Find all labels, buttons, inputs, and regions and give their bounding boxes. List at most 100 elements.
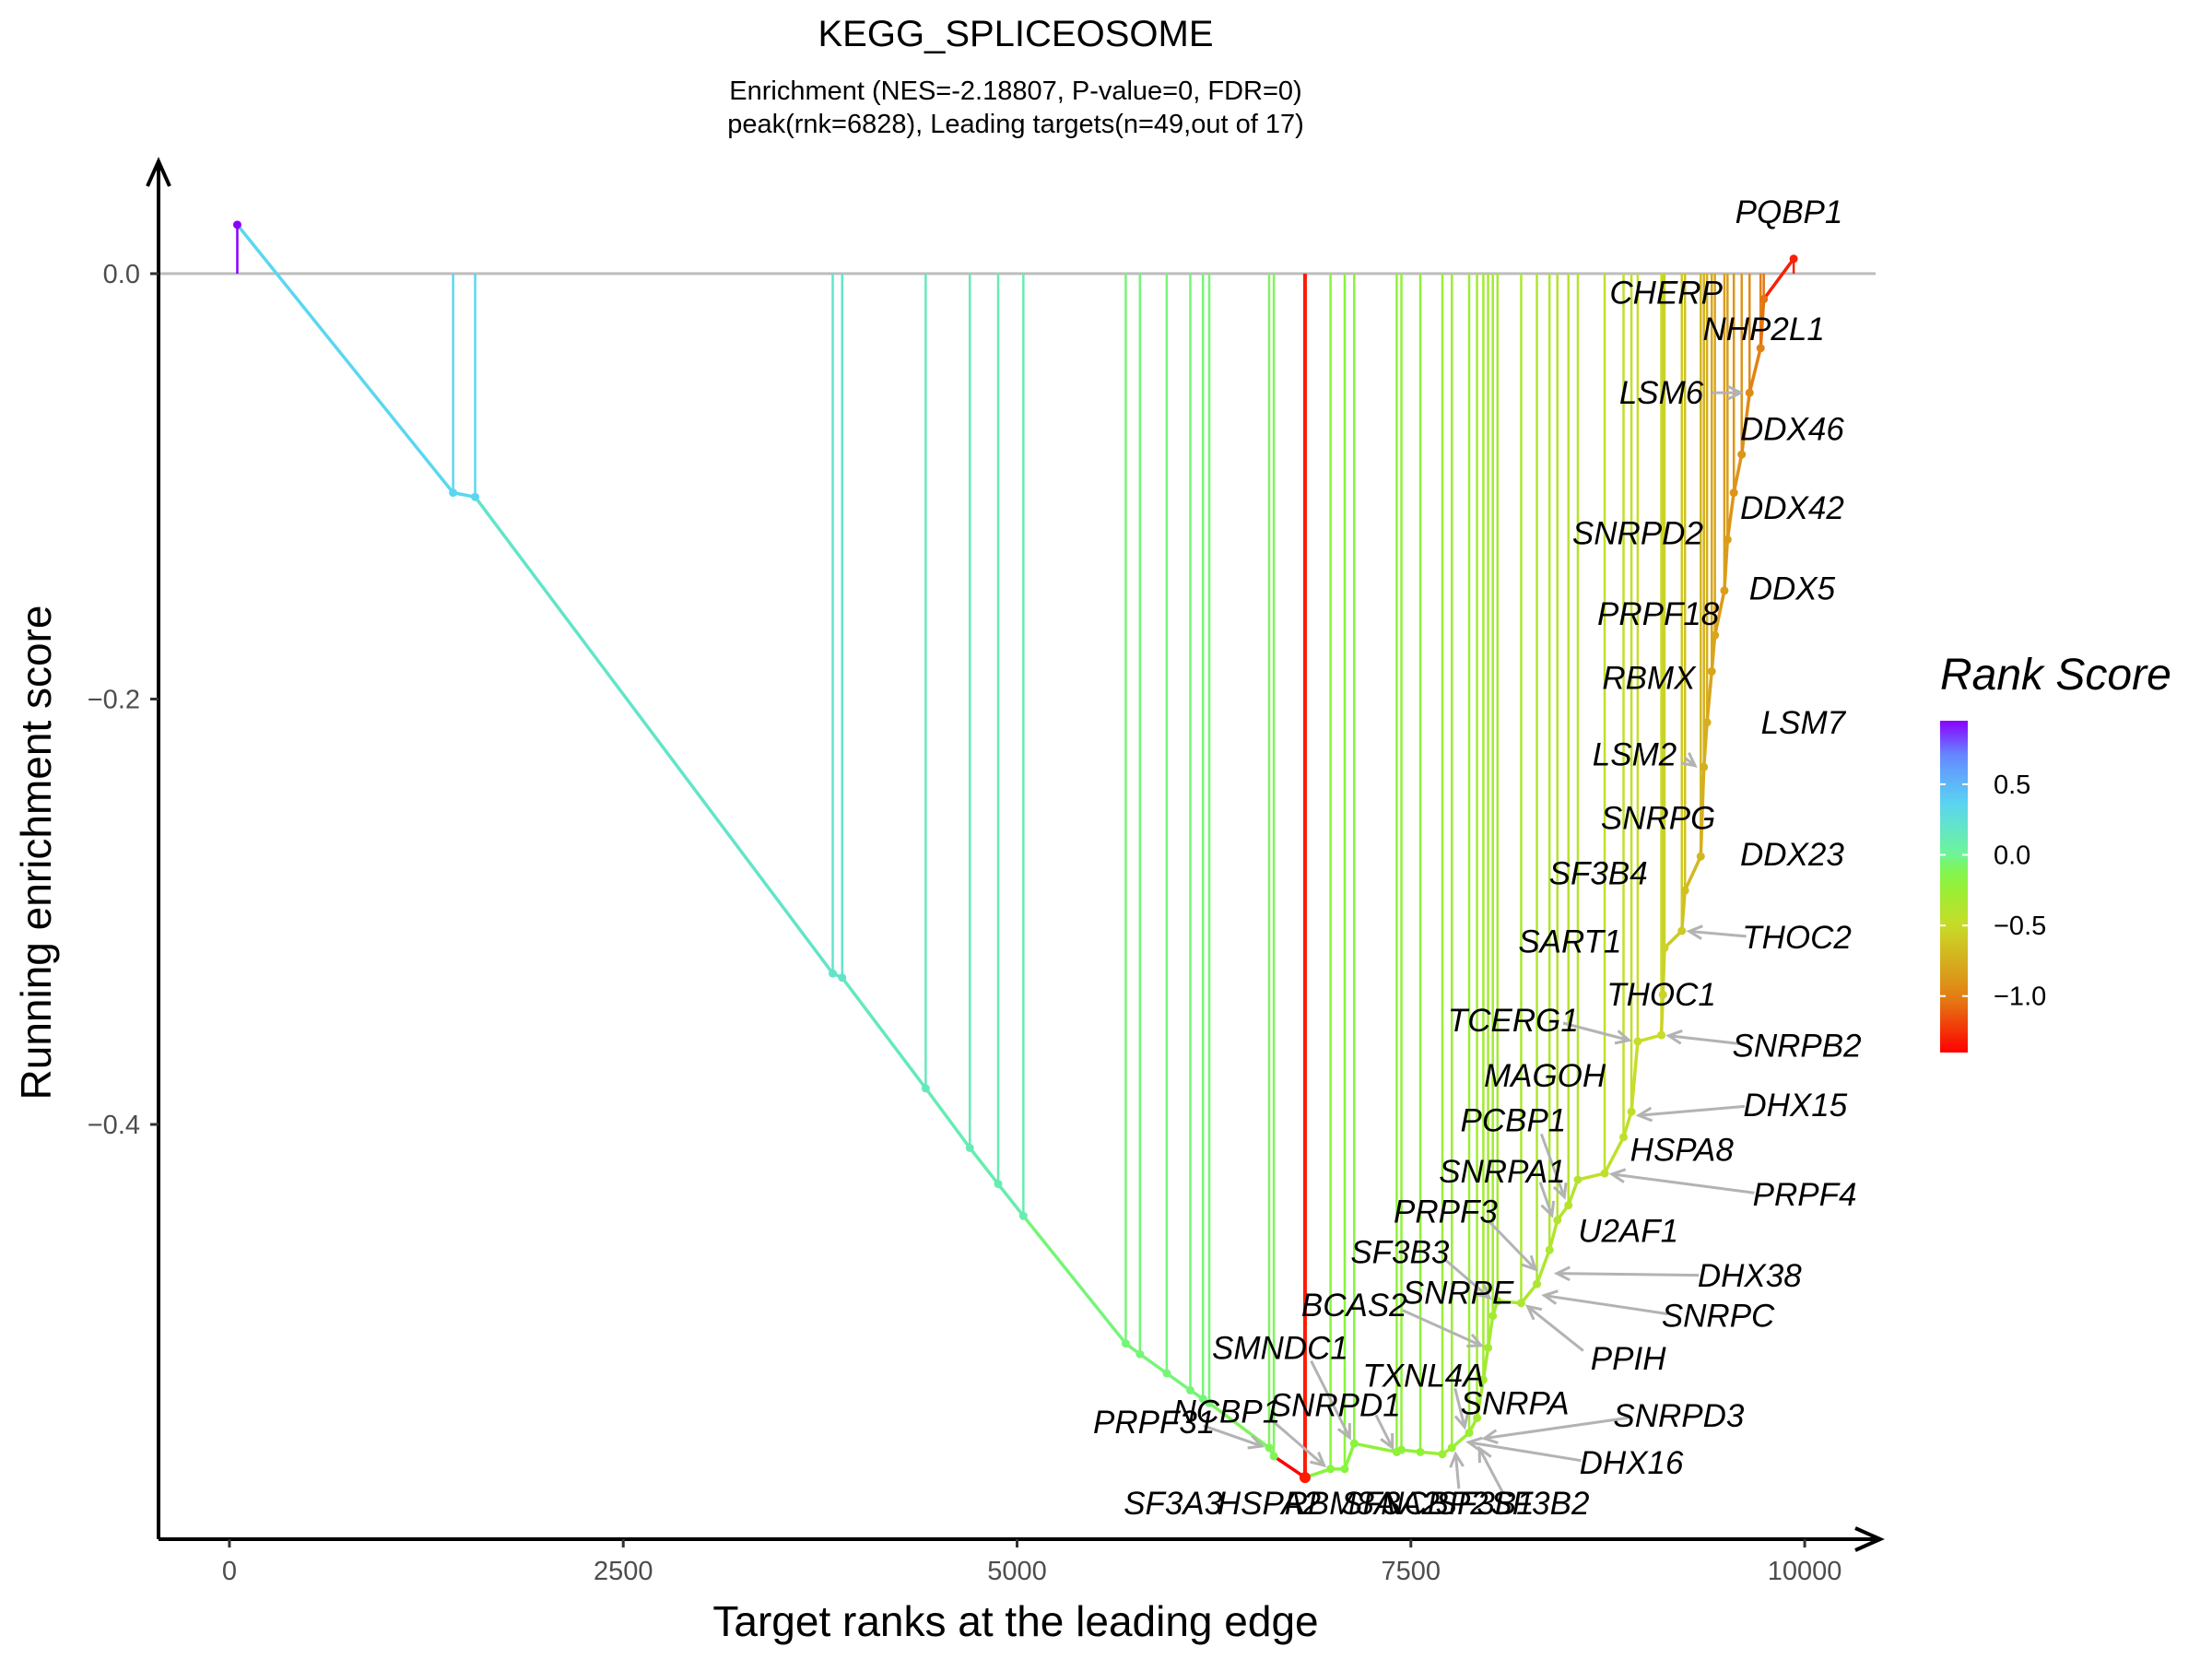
gene-label-arrow — [1668, 1034, 1747, 1046]
running-score-segment — [1481, 1346, 1490, 1382]
hit-point — [1660, 943, 1669, 952]
hit-point — [1533, 1279, 1542, 1288]
hit-point — [1135, 1349, 1145, 1359]
running-score-segment — [1683, 854, 1703, 892]
running-score-segment — [1732, 453, 1744, 495]
hit-point — [838, 973, 847, 982]
gene-label: PQBP1 — [1735, 194, 1843, 230]
hit-point — [1326, 1465, 1335, 1474]
gene-label: PCBP1 — [1460, 1102, 1566, 1138]
running-score-segment — [1680, 888, 1687, 933]
hit-point — [1658, 990, 1667, 999]
gene-label-arrow — [1526, 1305, 1584, 1352]
running-score-segment — [1630, 1040, 1640, 1113]
running-score-segment — [1761, 257, 1795, 301]
hit-point — [1729, 488, 1738, 498]
running-score-segment — [473, 495, 835, 975]
gene-label-arrow — [1443, 1258, 1490, 1300]
gene-label-arrowhead — [1481, 1429, 1499, 1444]
gene-label-arrowhead — [1552, 1182, 1568, 1200]
peak-point — [1299, 1472, 1311, 1484]
hit-point — [1702, 718, 1712, 727]
running-score-segment — [1352, 1441, 1399, 1454]
running-score-segment — [1712, 589, 1726, 637]
gene-label: THOC1 — [1606, 977, 1716, 1013]
gene-label: DDX5 — [1749, 571, 1836, 606]
hit-point — [1553, 1216, 1562, 1225]
gene-label: LSM6 — [1619, 375, 1704, 411]
gene-label-arrowhead — [1475, 1283, 1492, 1300]
x-tick-label: 5000 — [987, 1557, 1047, 1586]
y-axis-arrow — [146, 157, 171, 187]
hit-point — [1493, 1297, 1502, 1306]
colorbar-tick-label: 0.5 — [1994, 771, 2030, 800]
x-tick-label: 10000 — [1768, 1557, 1842, 1586]
running-score-segment — [1659, 993, 1665, 1037]
hit-point — [1600, 1169, 1609, 1178]
gene-label-arrowhead — [1726, 384, 1744, 401]
gene-label: PRPF18 — [1597, 596, 1720, 632]
running-score-segment — [924, 1087, 971, 1150]
gene-label-arrowhead — [1477, 1445, 1492, 1464]
gene-label: SART1 — [1518, 924, 1621, 960]
gene-label-arrowhead — [1449, 1451, 1465, 1468]
hit-point — [1488, 1312, 1498, 1321]
running-score-segment — [1576, 1171, 1606, 1182]
hit-point — [1186, 1385, 1195, 1394]
gene-label-arrow — [1477, 1447, 1504, 1493]
running-score-segment — [1701, 721, 1709, 770]
gene-label-arrowhead — [1540, 1200, 1556, 1218]
running-score-segment — [1272, 1454, 1307, 1479]
hit-point — [829, 969, 838, 978]
y-tick-label: −0.4 — [88, 1111, 140, 1140]
hit-point — [1759, 295, 1769, 304]
hit-point — [1737, 450, 1747, 459]
gene-label: DDX42 — [1740, 490, 1844, 526]
hit-point — [1349, 1439, 1359, 1448]
gene-label-arrow — [1402, 1309, 1482, 1347]
gene-label: PRPF4 — [1753, 1177, 1857, 1213]
gene-label-arrow — [1638, 1104, 1746, 1117]
running-score-segment — [1725, 490, 1735, 542]
hit-point — [1789, 254, 1798, 264]
hit-point — [1205, 1398, 1214, 1407]
y-tick-label: 0.0 — [103, 260, 140, 289]
gene-label-arrowhead — [1686, 924, 1703, 940]
running-score-segment — [996, 1182, 1026, 1218]
gene-label-arrowhead — [1553, 1265, 1571, 1282]
gene-label-arrow — [1453, 1453, 1461, 1489]
running-score-segment — [1759, 297, 1766, 350]
gene-label: LSM7 — [1761, 705, 1847, 741]
gene-label-arrowhead — [1541, 1289, 1559, 1305]
hit-point — [1756, 344, 1765, 353]
gene-label: SF3B4 — [1549, 856, 1648, 892]
running-score-segment — [1021, 1214, 1128, 1346]
hit-point — [1198, 1394, 1207, 1404]
running-score-segment — [968, 1146, 1000, 1186]
hit-point — [921, 1084, 930, 1093]
hit-point — [1723, 535, 1732, 544]
hit-point — [1745, 388, 1754, 397]
gene-label: SNRPD2 — [1572, 515, 1703, 551]
running-score-segment — [1343, 1441, 1357, 1471]
gene-label: SNRPB2 — [1733, 1029, 1862, 1065]
hit-point — [1657, 1030, 1666, 1040]
running-score-segment — [1138, 1352, 1169, 1375]
plot-titles: KEGG_SPLICEOSOME Enrichment (NES=-2.1880… — [727, 14, 1304, 139]
colorbar-tick-label: −1.0 — [1994, 982, 2046, 1012]
gene-label: HSPA8 — [1630, 1133, 1735, 1169]
gene-label: PRPF31 — [1093, 1405, 1215, 1441]
running-score-segment — [1547, 1218, 1559, 1252]
legend-title: Rank Score — [1940, 651, 2171, 700]
gene-label: DHX38 — [1698, 1258, 1802, 1294]
gene-label: DDX23 — [1740, 837, 1844, 873]
gene-label-arrow — [1269, 1418, 1325, 1467]
color-legend: Rank Score 0.5 0.0 −0.5 −1.0 — [1940, 651, 2171, 1053]
gene-label: NCBP2 — [1381, 1486, 1488, 1522]
gene-label: SF3A3 — [1124, 1486, 1223, 1522]
gene-label-arrow — [1539, 1133, 1566, 1198]
gene-label: SF3B3 — [1350, 1234, 1450, 1270]
gene-label: SMNDC1 — [1212, 1330, 1348, 1366]
